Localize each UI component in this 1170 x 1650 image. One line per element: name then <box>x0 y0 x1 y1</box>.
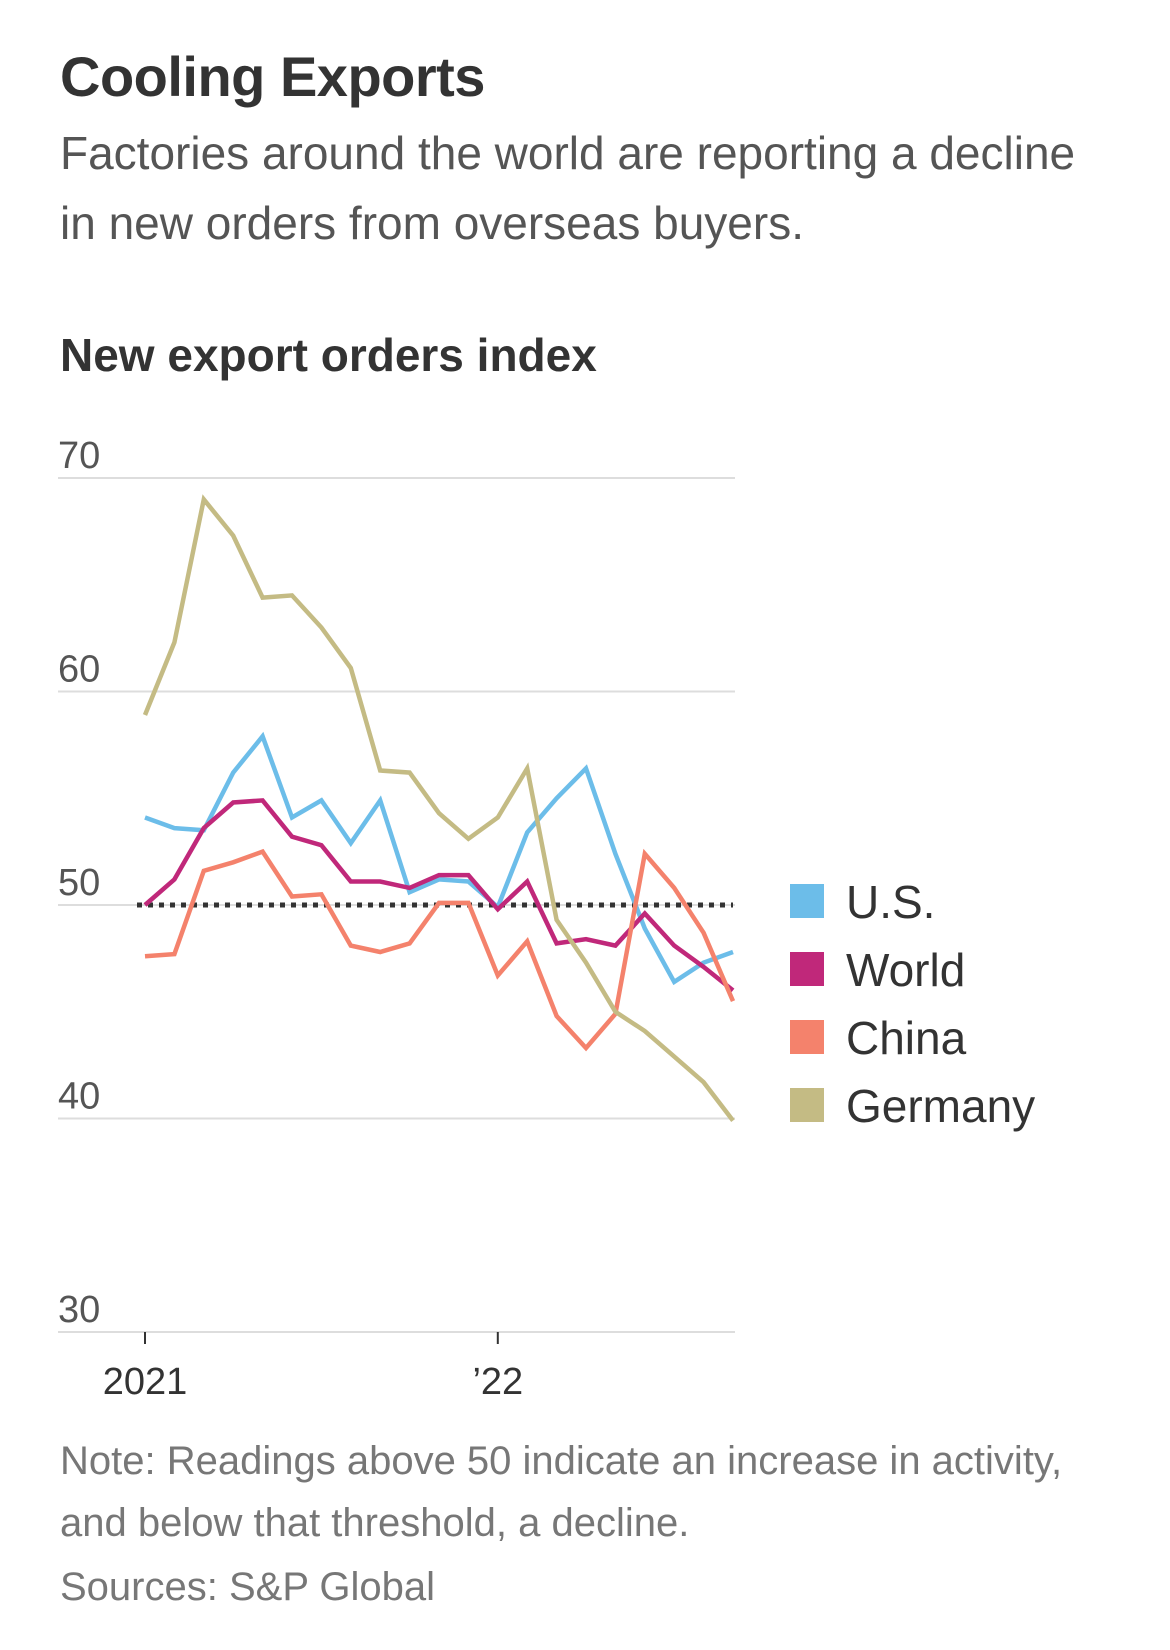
page-subtitle: Factories around the world are reporting… <box>60 127 1076 249</box>
y-tick-label-30: 30 <box>58 1289 100 1331</box>
legend-swatch-world <box>790 952 824 986</box>
y-tick-label-40: 40 <box>58 1076 100 1118</box>
series-line-world <box>143 798 735 993</box>
x-axis: 2021 ’22 <box>103 1332 523 1403</box>
y-tick-label-60: 60 <box>58 649 100 691</box>
legend-swatch-us <box>790 884 824 918</box>
x-tick-label-0: 2021 <box>103 1361 188 1403</box>
series-line-germany <box>142 494 735 1122</box>
legend: U.S. World China Germany <box>790 876 1035 1132</box>
series-line-china <box>144 848 736 1052</box>
legend-label-china: China <box>846 1012 967 1064</box>
y-tick-label-70: 70 <box>58 435 100 477</box>
chart-source: Sources: S&P Global <box>60 1565 436 1609</box>
chart-note: Note: Readings above 50 indicate an incr… <box>60 1439 1063 1545</box>
legend-swatch-china <box>790 1020 824 1054</box>
legend-label-world: World <box>846 944 965 996</box>
page-title: Cooling Exports <box>60 45 485 108</box>
series-lines <box>142 494 736 1122</box>
x-tick-label-1: ’22 <box>472 1361 523 1403</box>
y-tick-label-50: 50 <box>58 862 100 904</box>
chart-title: New export orders index <box>60 329 597 381</box>
legend-label-us: U.S. <box>846 876 935 928</box>
legend-label-germany: Germany <box>846 1080 1035 1132</box>
legend-swatch-germany <box>790 1088 824 1122</box>
line-chart: 70 60 50 40 30 2021 ’22 U.S. World China Germany <box>58 435 1035 1403</box>
y-axis-labels: 70 60 50 40 30 <box>58 435 100 1331</box>
